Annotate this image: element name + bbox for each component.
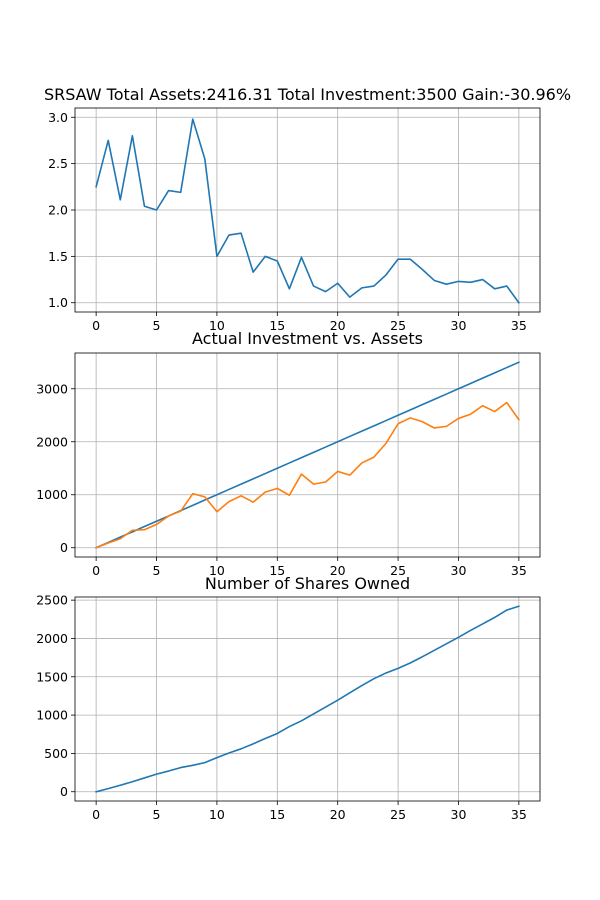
x-tick-label: 25: [390, 318, 406, 333]
subplot-price: 0 5 10 15 20 25 30 35 1.0 1.5 2.0 2.5 3.0 SRSAW Tota…: [44, 85, 571, 333]
y-tick-label: 1500: [36, 669, 68, 684]
grid: [75, 108, 540, 312]
y-tick-label: 3.0: [48, 110, 68, 125]
y-tick-label: 1.0: [48, 295, 68, 310]
x-tick-label: 30: [451, 563, 467, 578]
series: [95, 361, 520, 549]
x-tick-label: 10: [209, 807, 225, 822]
x-tick-label: 35: [511, 807, 527, 822]
ticks: 0 5 10 15 20 25 30 35 0 500 1000 1500 2000 2500: [36, 593, 527, 822]
ticks: 0 5 10 15 20 25 30 35 0 1000 2000 3000: [36, 381, 527, 578]
x-tick-label: 15: [269, 563, 285, 578]
x-tick-label: 15: [269, 318, 285, 333]
y-tick-label: 0: [60, 540, 68, 555]
x-tick-label: 20: [330, 318, 346, 333]
x-tick-label: 0: [92, 807, 100, 822]
y-tick-label: 2500: [36, 593, 68, 608]
axes-frame: [74, 352, 541, 558]
y-tick-label: 1000: [36, 487, 68, 502]
x-tick-label: 10: [209, 563, 225, 578]
x-tick-label: 0: [92, 318, 100, 333]
y-tick-label: 1.5: [48, 249, 68, 264]
x-tick-label: 10: [209, 318, 225, 333]
y-tick-label: 0: [60, 784, 68, 799]
y-tick-label: 2.0: [48, 203, 68, 218]
x-tick-label: 20: [330, 807, 346, 822]
x-tick-label: 0: [92, 563, 100, 578]
x-tick-label: 5: [153, 807, 161, 822]
x-tick-label: 5: [153, 318, 161, 333]
x-tick-label: 20: [330, 563, 346, 578]
x-tick-label: 15: [269, 807, 285, 822]
chart-title: Number of Shares Owned: [205, 574, 410, 593]
y-tick-label: 3000: [36, 381, 68, 396]
chart-title: Actual Investment vs. Assets: [192, 329, 423, 348]
series: [95, 118, 520, 304]
grid: [75, 597, 540, 801]
y-tick-label: 2.5: [48, 156, 68, 171]
x-tick-label: 35: [511, 318, 527, 333]
x-tick-label: 35: [511, 563, 527, 578]
grid: [75, 353, 540, 557]
subplot-investment-vs-assets: 0 5 10 15 20 25 30 35 0 1000 2000 3000 Actual Inves…: [36, 329, 541, 578]
x-tick-label: 25: [390, 807, 406, 822]
ticks: 0 5 10 15 20 25 30 35 1.0 1.5 2.0 2.5 3.0: [48, 110, 527, 333]
subplot-shares-owned: 0 5 10 15 20 25 30 35 0 500 1000 1500 2000 2500 Numbe…: [36, 574, 541, 822]
y-tick-label: 1000: [36, 708, 68, 723]
y-tick-label: 2000: [36, 434, 68, 449]
series-line-1: [95, 605, 520, 793]
axes-frame: [74, 596, 541, 802]
x-tick-label: 25: [390, 563, 406, 578]
chart-title: SRSAW Total Assets:2416.31 Total Investm…: [44, 85, 571, 104]
x-tick-label: 5: [153, 563, 161, 578]
series: [95, 605, 520, 793]
series-line-1: [95, 118, 520, 304]
y-tick-label: 2000: [36, 631, 68, 646]
y-tick-label: 500: [44, 746, 68, 761]
x-tick-label: 30: [451, 318, 467, 333]
series-line-2: [95, 401, 520, 549]
x-tick-label: 30: [451, 807, 467, 822]
